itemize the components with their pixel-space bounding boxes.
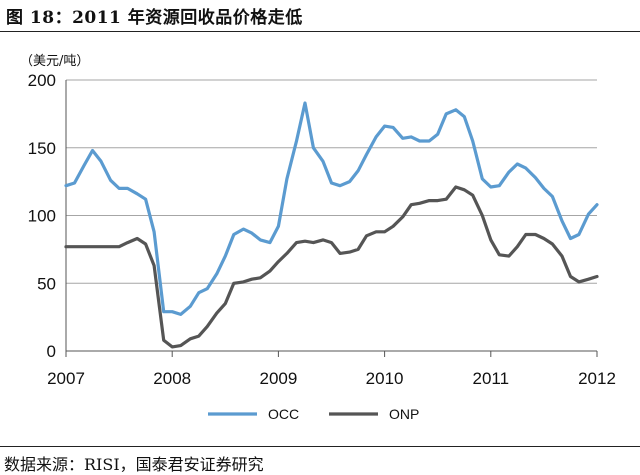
y-tick-label-150: 150 bbox=[28, 139, 56, 158]
legend-label-onp: ONP bbox=[389, 406, 419, 422]
y-tick-label-0: 0 bbox=[47, 342, 56, 361]
y-tick-label-50: 50 bbox=[37, 274, 56, 293]
x-tick-label-2009: 2009 bbox=[259, 369, 297, 388]
x-tick-label-2008: 2008 bbox=[153, 369, 191, 388]
x-tick-label-2007: 2007 bbox=[47, 369, 85, 388]
x-tick-label-2011: 2011 bbox=[473, 369, 510, 388]
y-tick-label-100: 100 bbox=[28, 207, 56, 226]
title-divider bbox=[0, 31, 640, 32]
figure-title: 图 18：2011 年资源回收品价格走低 bbox=[6, 8, 303, 28]
unit-label: （美元/吨） bbox=[20, 54, 90, 69]
legend-label-occ: OCC bbox=[268, 406, 299, 422]
x-tick-label-2012: 2012 bbox=[578, 369, 616, 388]
series-line-occ bbox=[64, 101, 599, 316]
line-chart: 0 50 100 150 200 2007 2008 2009 2010 2011 2012 OCC… bbox=[28, 71, 616, 422]
source-note: 数据来源：RISI，国泰君安证券研究 bbox=[4, 455, 264, 474]
x-tick-label-2010: 2010 bbox=[366, 369, 404, 388]
series-line-onp bbox=[64, 185, 599, 349]
y-tick-label-200: 200 bbox=[28, 71, 56, 90]
footer-divider bbox=[0, 446, 640, 447]
